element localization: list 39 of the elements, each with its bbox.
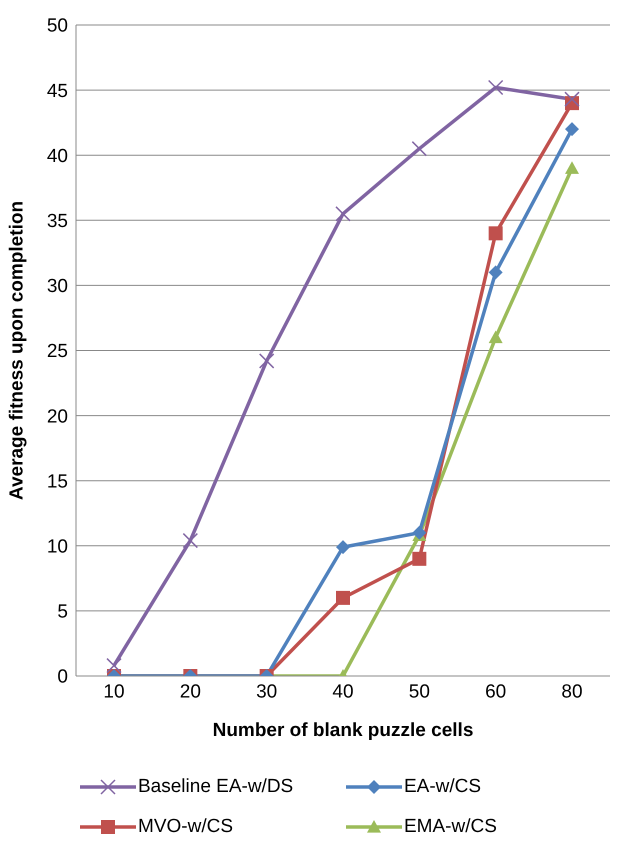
y-tick-label: 20 <box>46 406 68 428</box>
y-tick-label: 25 <box>46 341 68 362</box>
y-tick-label: 35 <box>46 211 68 232</box>
y-tick-label: 15 <box>46 471 68 492</box>
point <box>488 265 503 280</box>
y-tick-label: 10 <box>46 536 68 558</box>
legend-label: EA-w/CS <box>404 776 482 798</box>
x-tick-label: 50 <box>408 681 430 702</box>
point <box>488 80 504 96</box>
y-tick-label: 0 <box>57 666 68 688</box>
point <box>258 353 274 369</box>
y-tick-label: 5 <box>57 602 68 623</box>
x-tick-label: 80 <box>561 681 583 702</box>
point <box>335 206 351 222</box>
point <box>565 122 579 136</box>
legend-label: EMA-w/CS <box>404 816 497 838</box>
point <box>488 330 503 344</box>
point <box>565 161 579 174</box>
point <box>412 552 426 566</box>
y-tick-label: 45 <box>46 80 68 102</box>
y-tick-label: 50 <box>46 16 68 37</box>
x-tick-label: 10 <box>103 681 125 702</box>
point <box>106 658 122 674</box>
x-tick-label: 20 <box>180 681 201 702</box>
y-tick-label: 40 <box>46 146 68 167</box>
point <box>336 540 350 554</box>
point <box>182 532 198 548</box>
legend-label: MVO-w/CS <box>138 816 233 838</box>
point <box>412 526 426 540</box>
x-tick-label: 40 <box>332 681 354 702</box>
y-axis-title: Average fitness upon completion <box>6 200 28 500</box>
point <box>488 226 503 240</box>
x-axis-title: Number of blank puzzle cells <box>212 720 474 741</box>
x-tick-label: 30 <box>256 681 278 702</box>
point <box>336 590 350 605</box>
legend-label: Baseline EA-w/DS <box>138 776 294 798</box>
y-tick-label: 30 <box>46 276 68 298</box>
point <box>564 91 580 107</box>
x-tick-label: 60 <box>485 681 506 702</box>
